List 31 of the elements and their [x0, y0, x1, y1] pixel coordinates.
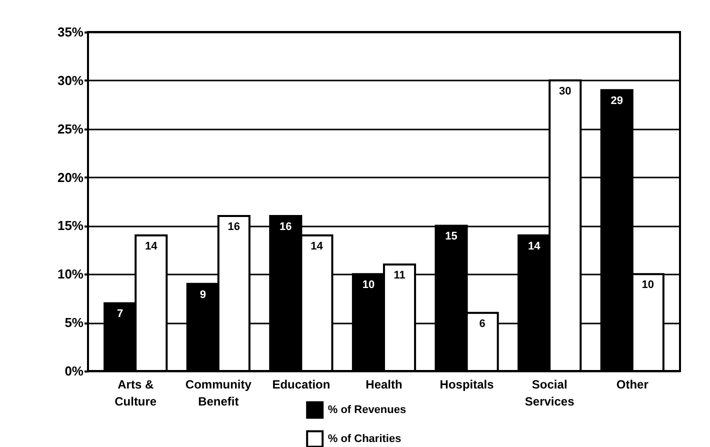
y-tick-label: 15% — [57, 218, 84, 234]
data-label: 9 — [200, 288, 206, 301]
data-label: 30 — [558, 85, 572, 98]
data-label: 14 — [310, 240, 324, 252]
x-tick-label: Other — [616, 378, 649, 392]
y-tick-label: 10% — [57, 266, 84, 282]
data-label: 29 — [610, 95, 623, 108]
x-tick-label: Arts & Culture — [114, 378, 157, 408]
data-label: 10 — [362, 279, 375, 292]
x-tick-label: Social Services — [524, 378, 575, 408]
x-tick-label: Hospitals — [440, 378, 494, 392]
x-tick-label: Education — [272, 378, 330, 392]
x-tick-label: Community Benefit — [185, 378, 252, 408]
data-label: 16 — [228, 221, 240, 234]
y-tick-label: 5% — [64, 315, 84, 330]
y-tick-label: 30% — [57, 72, 84, 88]
data-label: 10 — [642, 279, 654, 292]
y-tick-label: 20% — [57, 170, 84, 185]
y-tick-label: 25% — [57, 121, 84, 136]
data-label: 14 — [145, 240, 158, 252]
data-label: 7 — [117, 308, 124, 320]
data-label: 14 — [528, 240, 542, 252]
data-label: 11 — [394, 269, 406, 282]
data-label: 16 — [280, 221, 292, 234]
legend-label: % of Revenues — [328, 404, 406, 416]
x-tick-label: Health — [366, 378, 402, 392]
legend-label: % of Charities — [328, 433, 402, 445]
y-tick-label: 0% — [64, 364, 84, 378]
y-tick-label: 35% — [57, 24, 84, 40]
data-label: 6 — [479, 318, 486, 330]
data-label: 15 — [445, 230, 458, 243]
